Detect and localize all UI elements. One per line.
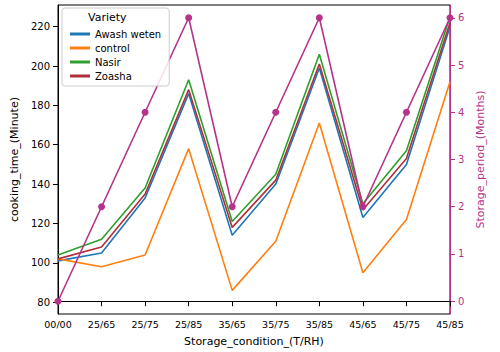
svg-text:45/85: 45/85 xyxy=(436,319,463,330)
svg-text:Variety: Variety xyxy=(88,11,127,24)
svg-text:120: 120 xyxy=(31,218,50,229)
svg-text:80: 80 xyxy=(37,297,50,308)
svg-text:45/65: 45/65 xyxy=(349,319,376,330)
svg-text:0: 0 xyxy=(458,296,464,307)
svg-text:Nasir: Nasir xyxy=(95,57,122,68)
svg-text:35/65: 35/65 xyxy=(219,319,246,330)
svg-text:5: 5 xyxy=(458,60,464,71)
svg-text:Storage_condition_(T/RH): Storage_condition_(T/RH) xyxy=(184,335,324,348)
svg-text:Awash weten: Awash weten xyxy=(95,29,161,40)
svg-text:45/75: 45/75 xyxy=(393,319,420,330)
svg-text:200: 200 xyxy=(31,61,50,72)
svg-text:3: 3 xyxy=(458,154,464,165)
svg-text:6: 6 xyxy=(458,12,464,23)
svg-text:2: 2 xyxy=(458,201,464,212)
svg-text:1: 1 xyxy=(458,248,464,259)
svg-text:cooking_time_(Minute): cooking_time_(Minute) xyxy=(8,97,21,222)
svg-text:35/85: 35/85 xyxy=(306,319,333,330)
svg-text:25/75: 25/75 xyxy=(131,319,158,330)
svg-text:160: 160 xyxy=(31,139,50,150)
svg-text:control: control xyxy=(95,43,130,54)
svg-text:Storage_period_(Months): Storage_period_(Months) xyxy=(474,91,487,229)
svg-text:220: 220 xyxy=(31,21,50,32)
svg-text:140: 140 xyxy=(31,179,50,190)
svg-text:100: 100 xyxy=(31,257,50,268)
svg-text:25/85: 25/85 xyxy=(175,319,202,330)
svg-text:00/00: 00/00 xyxy=(44,319,71,330)
svg-text:25/65: 25/65 xyxy=(88,319,115,330)
svg-text:180: 180 xyxy=(31,100,50,111)
svg-text:Zoasha: Zoasha xyxy=(95,71,132,82)
svg-text:35/75: 35/75 xyxy=(262,319,289,330)
svg-text:4: 4 xyxy=(458,107,464,118)
